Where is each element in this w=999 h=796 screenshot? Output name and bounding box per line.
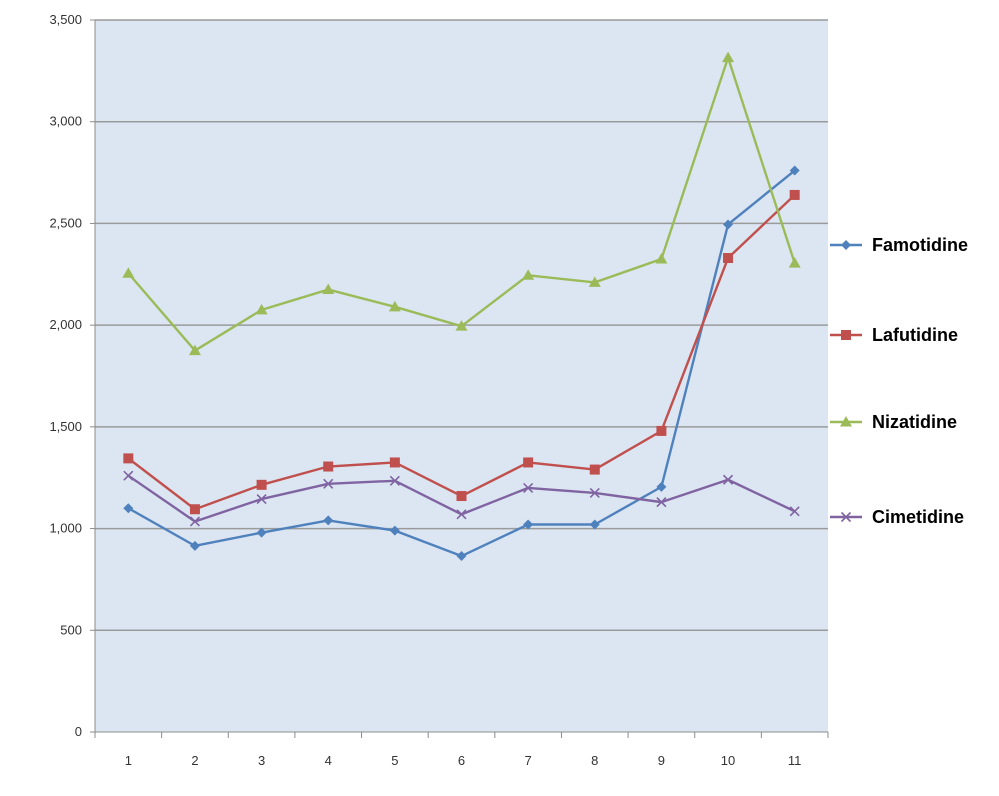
nizatidine-point (188, 344, 201, 356)
y-tick-label: 2,000 (49, 317, 82, 332)
cimetidine-point (456, 509, 467, 520)
legend-label: Famotidine (872, 235, 968, 255)
famotidine-series (123, 165, 800, 562)
y-tick-labels: 0 500 1,000 1,500 2,000 2,500 3,000 3,500 (49, 12, 95, 739)
legend-item-famotidine: Famotidine (830, 235, 968, 255)
nizatidine-series (122, 51, 801, 356)
x-tick-label: 6 (458, 753, 465, 768)
x-tick-label: 9 (658, 753, 665, 768)
legend-item-lafutidine: Lafutidine (830, 325, 958, 345)
nizatidine-point (122, 267, 135, 278)
famotidine-point (723, 219, 734, 230)
nizatidine-point (522, 269, 535, 280)
y-tick-label: 1,500 (49, 419, 82, 434)
lafutidine-point (123, 453, 134, 464)
famotidine-point (389, 525, 400, 536)
legend-label: Nizatidine (872, 412, 957, 432)
x-tick-label: 7 (525, 753, 532, 768)
lafutidine-point (456, 491, 467, 502)
x-tick-label: 2 (191, 753, 198, 768)
axes (94, 20, 828, 733)
y-tick-label: 1,000 (49, 521, 82, 536)
y-tick-label: 0 (75, 724, 82, 739)
y-tick-label: 500 (60, 622, 82, 637)
cimetidine-point (523, 482, 534, 493)
nizatidine-point (255, 303, 268, 315)
cimetidine-point (656, 497, 667, 508)
x-tick-label: 1 (125, 753, 132, 768)
y-tick-label: 3,500 (49, 12, 82, 27)
lafutidine-point (323, 461, 334, 472)
lafutidine-point (389, 457, 400, 468)
lafutidine-point (589, 464, 600, 475)
cimetidine-point (589, 487, 600, 499)
nizatidine-point (655, 253, 668, 264)
x-tick-label: 11 (788, 753, 802, 768)
x-tick-labels: 1 2 3 4 5 6 7 8 9 10 11 (94, 732, 829, 768)
lafutidine-point (189, 504, 200, 515)
legend-famotidine-point (841, 240, 851, 250)
cimetidine-point (123, 470, 134, 481)
y-tick-label: 2,500 (49, 215, 82, 230)
cimetidine-point (189, 516, 201, 527)
cimetidine-point (256, 494, 267, 505)
nizatidine-point (455, 320, 468, 331)
legend-label: Cimetidine (872, 507, 964, 527)
legend-item-nizatidine: Nizatidine (830, 412, 957, 432)
legend-item-cimetidine: Cimetidine (830, 507, 964, 527)
x-tick-label: 4 (325, 753, 332, 768)
legend-label: Lafutidine (872, 325, 958, 345)
famotidine-point (323, 515, 334, 526)
famotidine-point (256, 527, 267, 538)
legend: Famotidine Lafutidine Nizatidine Cimetidine (830, 235, 968, 527)
series (122, 51, 801, 562)
lafutidine-point (723, 253, 734, 264)
famotidine-point (656, 481, 667, 492)
nizatidine-point (722, 51, 735, 63)
cimetidine-point (323, 478, 334, 489)
lafutidine-point (656, 425, 667, 436)
famotidine-point (123, 503, 134, 514)
famotidine-point (789, 165, 800, 176)
legend-nizatidine-point (840, 416, 852, 427)
cimetidine-series (123, 470, 800, 527)
gridlines (95, 19, 828, 632)
legend-cimetidine-point (840, 511, 852, 523)
nizatidine-point (388, 300, 401, 312)
x-tick-label: 3 (258, 753, 265, 768)
y-tick-label: 3,000 (49, 114, 82, 129)
lafutidine-point (256, 479, 267, 490)
cimetidine-point (389, 475, 400, 486)
lafutidine-series (123, 189, 800, 515)
plot-area (95, 20, 828, 732)
legend-lafutidine-point (841, 330, 851, 340)
nizatidine-point (322, 283, 335, 295)
lafutidine-point (523, 457, 534, 468)
cimetidine-point (789, 506, 800, 517)
cimetidine-point (722, 474, 734, 485)
nizatidine-point (788, 257, 801, 268)
famotidine-point (523, 519, 534, 530)
famotidine-point (189, 540, 200, 551)
famotidine-point (456, 551, 467, 562)
x-tick-label: 10 (721, 753, 735, 768)
x-tick-label: 5 (391, 753, 398, 768)
lafutidine-point (789, 189, 800, 200)
nizatidine-point (588, 276, 601, 287)
famotidine-point (589, 519, 600, 530)
x-tick-label: 8 (591, 753, 598, 768)
